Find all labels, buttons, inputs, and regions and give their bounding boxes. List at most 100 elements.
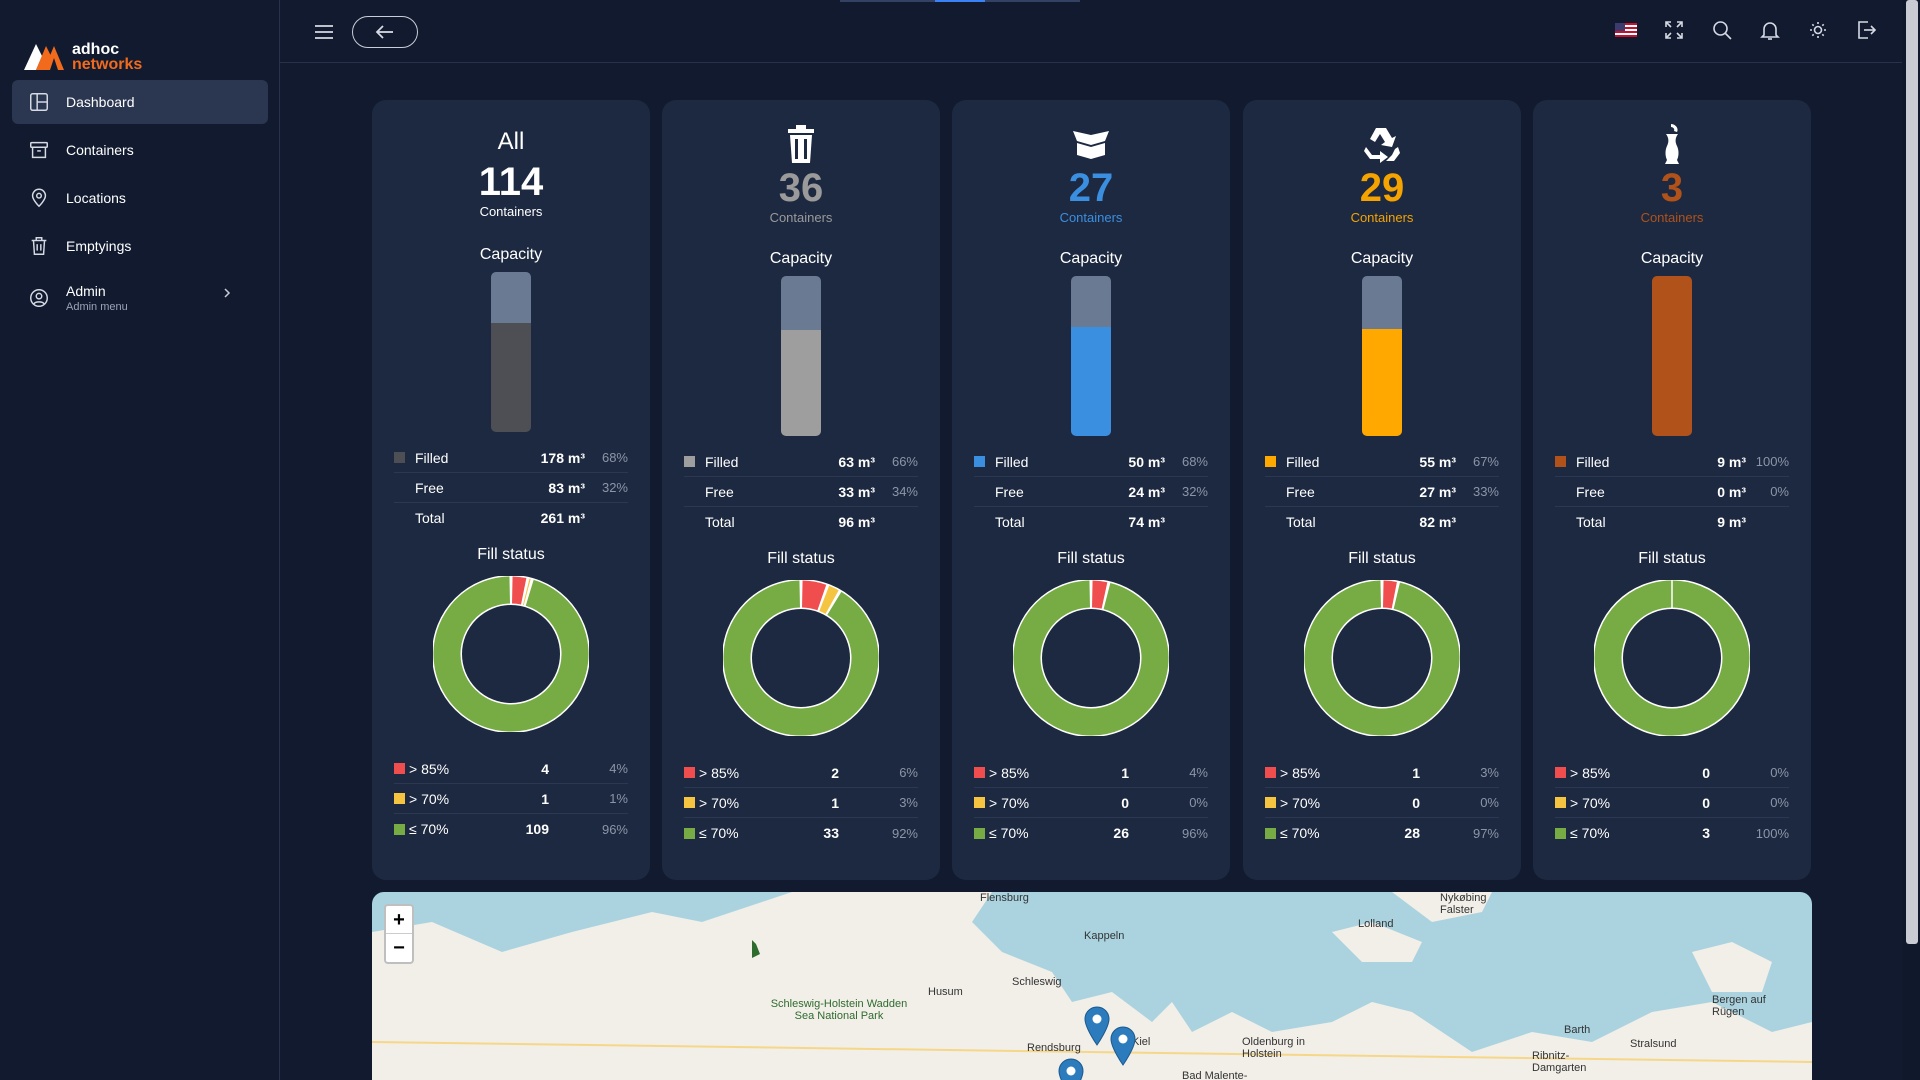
legend-swatch	[1265, 797, 1276, 808]
map-label: Rendsburg	[1027, 1042, 1081, 1054]
row-label: Filled	[415, 449, 449, 466]
row-label: ≤ 70%	[699, 825, 739, 841]
recycle-icon	[1243, 122, 1521, 166]
legend-swatch	[684, 767, 695, 778]
legend-swatch	[1555, 797, 1566, 808]
row-label: > 85%	[409, 760, 450, 777]
sidebar-item-admin[interactable]: Admin Admin menu	[12, 272, 268, 324]
fullscreen-icon[interactable]	[1662, 18, 1686, 42]
donut-segment-high[interactable]	[511, 576, 527, 605]
map-label: Husum	[928, 986, 963, 998]
containers-map[interactable]: + − Flensburg Kappeln Schleswig Husum Sc…	[372, 892, 1812, 1080]
map-marker-icon[interactable]	[1058, 1058, 1084, 1080]
row-pct: 68%	[1181, 454, 1208, 469]
card-unit: Containers	[1350, 210, 1414, 225]
row-label: ≤ 70%	[989, 825, 1029, 841]
capacity-row: Free 27 m³ 33%	[1265, 477, 1499, 507]
fill-status-row: ≤ 70% 28 97%	[1265, 818, 1499, 848]
fill-status-row: > 70% 1 3%	[684, 788, 918, 818]
row-label: Total	[705, 514, 735, 530]
row-value: 74 m³	[1128, 514, 1165, 530]
back-button[interactable]	[352, 16, 418, 48]
donut-segment-low[interactable]	[723, 580, 879, 736]
row-label: Filled	[1576, 453, 1610, 470]
row-count: 1	[541, 790, 549, 807]
capacity-title: Capacity	[769, 250, 833, 267]
row-count: 0	[1412, 794, 1420, 811]
map-label: Schleswig	[1012, 976, 1062, 988]
capacity-row: Total 96 m³	[684, 507, 918, 537]
row-pct: 68%	[601, 450, 628, 465]
donut-segment-low[interactable]	[1013, 580, 1169, 736]
sidebar-item-label: Admin	[66, 283, 106, 299]
fill-status-table: > 85% 1 4% > 70% 0 0% ≤ 70% 26 96%	[974, 758, 1208, 848]
card-unit: Containers	[1640, 210, 1704, 225]
legend-swatch	[394, 793, 405, 804]
us-flag-icon[interactable]	[1614, 18, 1638, 42]
row-value: 50 m³	[1128, 453, 1165, 470]
row-value: 178 m³	[540, 449, 585, 466]
row-pct: 32%	[1181, 484, 1208, 499]
zoom-out-button[interactable]: −	[393, 937, 405, 959]
sidebar-item-emptyings[interactable]: Emptyings	[12, 224, 268, 268]
sidebar-item-dashboard[interactable]: Dashboard	[12, 80, 268, 124]
row-pct: 92%	[891, 825, 918, 841]
sidebar: adhoc networks Dashboard Containers Loca…	[0, 0, 280, 1080]
page-scrollbar[interactable]	[1902, 0, 1920, 1080]
donut-segment-mid[interactable]	[819, 585, 839, 614]
search-icon[interactable]	[1710, 18, 1734, 42]
sidebar-item-locations[interactable]: Locations	[12, 176, 268, 220]
category-card: 29 Containers Capacity Filled 55 m³ 67% Fr…	[1243, 100, 1521, 880]
legend-swatch	[1265, 456, 1276, 467]
fill-status-row: ≤ 70% 26 96%	[974, 818, 1208, 848]
donut-segment-low[interactable]	[1594, 580, 1750, 736]
paper-box-icon	[952, 122, 1230, 166]
fill-status-row: > 85% 2 6%	[684, 758, 918, 788]
donut-segment-low[interactable]	[433, 576, 589, 732]
row-pct: 96%	[601, 821, 628, 837]
row-value: 82 m³	[1419, 514, 1456, 530]
hamburger-menu-icon[interactable]	[312, 20, 336, 44]
row-value: 33 m³	[838, 483, 875, 500]
donut-segment-high[interactable]	[1382, 580, 1397, 609]
fill-status-row: > 70% 1 1%	[394, 784, 628, 814]
card-unit: Containers	[1059, 210, 1123, 225]
capacity-title: Capacity	[1640, 250, 1704, 267]
organic-waste-icon	[1533, 122, 1811, 166]
row-count: 0	[1702, 794, 1710, 811]
capacity-row: Total 9 m³	[1555, 507, 1789, 537]
zoom-in-button[interactable]: +	[386, 906, 412, 934]
top-bar	[280, 0, 1902, 63]
sun-icon[interactable]	[1806, 18, 1830, 42]
row-label: Free	[995, 483, 1024, 500]
row-label: > 70%	[1570, 794, 1611, 811]
fill-status-title: Fill status	[767, 550, 835, 567]
capacity-row: Free 83 m³ 32%	[394, 473, 628, 503]
capacity-bar	[1652, 276, 1692, 436]
row-value: 9 m³	[1717, 514, 1746, 530]
brand-logo[interactable]: adhoc networks	[22, 32, 142, 73]
capacity-title: Capacity	[1059, 250, 1123, 267]
category-card: 3 Containers Capacity Filled 9 m³ 100% Fre…	[1533, 100, 1811, 880]
row-count: 3	[1702, 825, 1710, 841]
bell-icon[interactable]	[1758, 18, 1782, 42]
sidebar-item-containers[interactable]: Containers	[12, 128, 268, 172]
capacity-table: Filled 50 m³ 68% Free 24 m³ 32% Total 74…	[974, 447, 1208, 537]
legend-swatch	[394, 763, 405, 774]
category-card: All 114 Containers Capacity Filled 178 m³ 6…	[372, 100, 650, 880]
logout-icon[interactable]	[1854, 18, 1878, 42]
donut-segment-high[interactable]	[801, 580, 827, 611]
map-marker-icon[interactable]	[1084, 1006, 1110, 1046]
map-label: Flensburg	[980, 892, 1029, 904]
donut-segment-high[interactable]	[1091, 580, 1108, 609]
capacity-bar	[491, 272, 531, 432]
adhoc-logo-icon	[24, 44, 64, 70]
map-marker-icon[interactable]	[1110, 1026, 1136, 1066]
row-value: 27 m³	[1419, 483, 1456, 500]
dashboard-icon	[30, 93, 48, 111]
row-value: 261 m³	[540, 510, 585, 526]
archive-icon	[30, 141, 48, 159]
row-pct: 1%	[609, 791, 628, 806]
donut-segment-low[interactable]	[1304, 580, 1460, 736]
row-pct: 100%	[1755, 825, 1789, 841]
